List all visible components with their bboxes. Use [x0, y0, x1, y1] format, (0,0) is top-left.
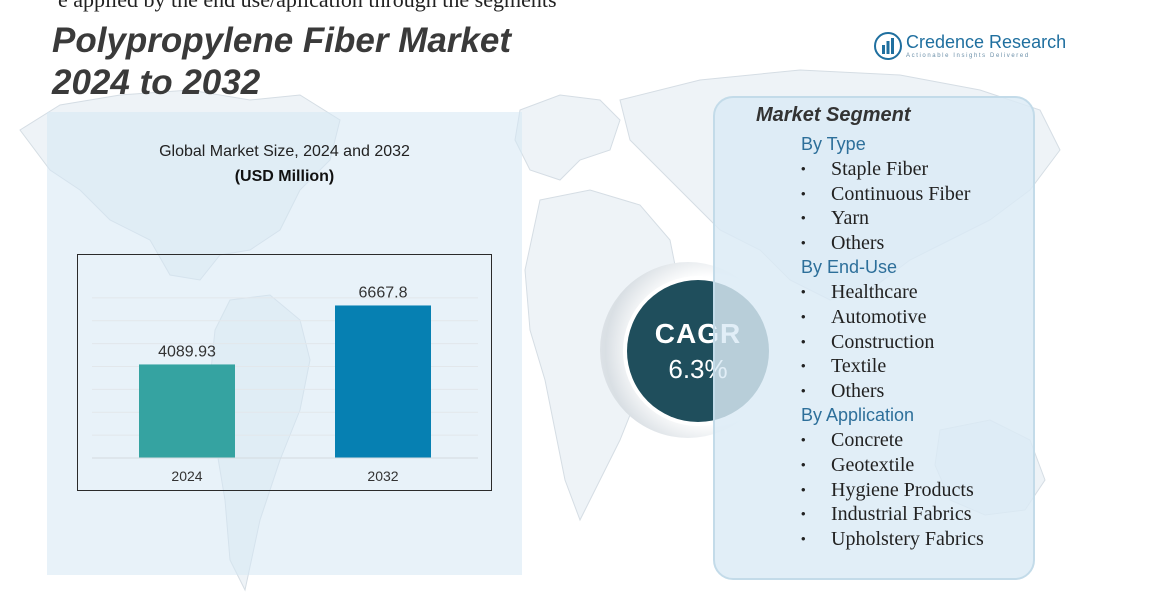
bullet-icon: •	[801, 481, 806, 497]
segment-item: • Construction	[801, 330, 984, 355]
chart-frame: 4089.93 2024 6667.8 2032	[77, 254, 492, 491]
segment-group-title-type: By Type	[801, 134, 866, 154]
x-tick-label-2032: 2032	[367, 468, 398, 484]
segment-item: • Others	[801, 379, 984, 404]
data-label-2024: 4089.93	[158, 343, 216, 360]
bullet-icon: •	[801, 161, 806, 176]
bullet-icon: •	[801, 185, 806, 201]
segment-item-label: Hygiene Products	[831, 478, 974, 501]
bullet-icon: •	[801, 382, 806, 398]
segment-list: By Type • Staple Fiber • Continuous Fiber …	[801, 132, 984, 551]
segment-item-label: Continuous Fiber	[831, 182, 971, 205]
logo-tagline: Actionable Insights Delivered	[906, 53, 1030, 59]
chart-title: Global Market Size, 2024 and 2032	[159, 143, 410, 160]
segment-group-title-end-use: By End-Use	[801, 257, 898, 278]
segment-item-label: Industrial Fabrics	[831, 503, 972, 526]
bar-chart-logo-icon	[874, 32, 902, 60]
segment-item: • Automotive	[801, 305, 984, 330]
segment-item-label: Yarn	[831, 207, 869, 230]
bullet-icon: •	[801, 333, 806, 349]
bullet-icon: •	[801, 284, 806, 300]
title-line-2: 2024 to 2032	[52, 63, 261, 102]
segment-item: • Concrete	[801, 428, 984, 453]
market-segment-panel: Market Segment By Type • Staple Fiber • Co…	[713, 96, 1035, 580]
bullet-icon: •	[801, 530, 806, 546]
segment-item: • Healthcare	[801, 280, 984, 305]
bullet-icon: •	[801, 432, 806, 448]
segment-item-label: Geotextile	[831, 453, 915, 476]
segment-item: • Staple Fiber	[801, 157, 984, 182]
bullet-icon: •	[801, 506, 806, 522]
segment-title: Market Segment	[756, 104, 911, 126]
segment-item-label: Upholstery Fabrics	[831, 527, 984, 550]
x-tick-label-2024: 2024	[171, 468, 202, 484]
segment-item-label: Textile	[831, 355, 887, 378]
segment-item: • Upholstery Fabrics	[801, 527, 984, 552]
segment-item: • Geotextile	[801, 453, 984, 478]
bullet-icon: •	[801, 308, 806, 324]
bullet-icon: •	[801, 234, 806, 250]
segment-item-label: Others	[831, 379, 885, 402]
page-title: Polypropylene Fiber Market 2024 to 2032	[52, 20, 511, 104]
bar-chart: 4089.93 2024 6667.8 2032	[92, 284, 478, 484]
logo-name: Credence Research	[906, 32, 1067, 52]
segment-item-label: Concrete	[831, 429, 904, 452]
segment-item: • Continuous Fiber	[801, 182, 984, 207]
chart-unit-label: (USD Million)	[234, 168, 335, 185]
title-line-1: Polypropylene Fiber Market	[52, 21, 512, 60]
segment-item: • Textile	[801, 354, 984, 379]
segment-item-label: Automotive	[831, 305, 927, 328]
segment-item: • Yarn	[801, 206, 984, 231]
bullet-icon: •	[801, 456, 806, 472]
bullet-icon: •	[801, 210, 806, 226]
bar-2024	[139, 364, 235, 458]
credence-research-logo[interactable]: Credence Research Actionable Insights De…	[874, 32, 1066, 60]
segment-item: • Industrial Fabrics	[801, 502, 984, 527]
bullet-icon: •	[801, 358, 806, 374]
cropped-top-text: e applied by the end use/aplication thro…	[58, 0, 557, 13]
segment-item-label: Staple Fiber	[831, 158, 929, 180]
bar-2032	[335, 305, 431, 458]
data-label-2032: 6667.8	[359, 284, 408, 301]
segment-item-label: Healthcare	[831, 281, 918, 304]
segment-item: • Others	[801, 231, 984, 256]
segment-item-label: Others	[831, 231, 885, 254]
segment-item-label: Construction	[831, 330, 935, 353]
segment-item: • Hygiene Products	[801, 478, 984, 503]
segment-group-title-application: By Application	[801, 405, 915, 426]
